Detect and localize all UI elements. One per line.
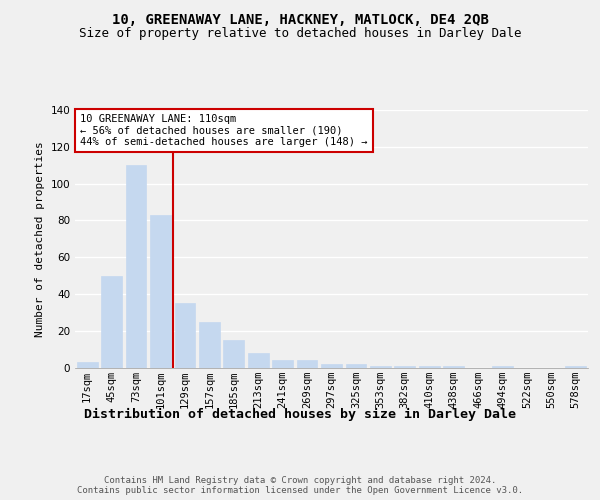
Bar	[492, 366, 513, 368]
Bar	[394, 366, 415, 368]
Bar	[272, 360, 293, 368]
Text: Size of property relative to detached houses in Darley Dale: Size of property relative to detached ho…	[79, 28, 521, 40]
Text: 10 GREENAWAY LANE: 110sqm
← 56% of detached houses are smaller (190)
44% of semi: 10 GREENAWAY LANE: 110sqm ← 56% of detac…	[80, 114, 368, 147]
Text: Distribution of detached houses by size in Darley Dale: Distribution of detached houses by size …	[84, 408, 516, 420]
Y-axis label: Number of detached properties: Number of detached properties	[35, 141, 45, 336]
Bar	[175, 303, 196, 368]
Bar	[248, 353, 269, 368]
Bar	[101, 276, 122, 368]
Bar	[443, 366, 464, 368]
Bar	[150, 215, 171, 368]
Bar	[370, 366, 391, 368]
Bar	[296, 360, 317, 368]
Bar	[223, 340, 244, 367]
Bar	[199, 322, 220, 368]
Bar	[565, 366, 586, 368]
Bar	[321, 364, 342, 368]
Text: 10, GREENAWAY LANE, HACKNEY, MATLOCK, DE4 2QB: 10, GREENAWAY LANE, HACKNEY, MATLOCK, DE…	[112, 12, 488, 26]
Bar	[346, 364, 367, 368]
Bar	[77, 362, 98, 368]
Bar	[419, 366, 440, 368]
Bar	[125, 165, 146, 368]
Text: Contains HM Land Registry data © Crown copyright and database right 2024.
Contai: Contains HM Land Registry data © Crown c…	[77, 476, 523, 495]
